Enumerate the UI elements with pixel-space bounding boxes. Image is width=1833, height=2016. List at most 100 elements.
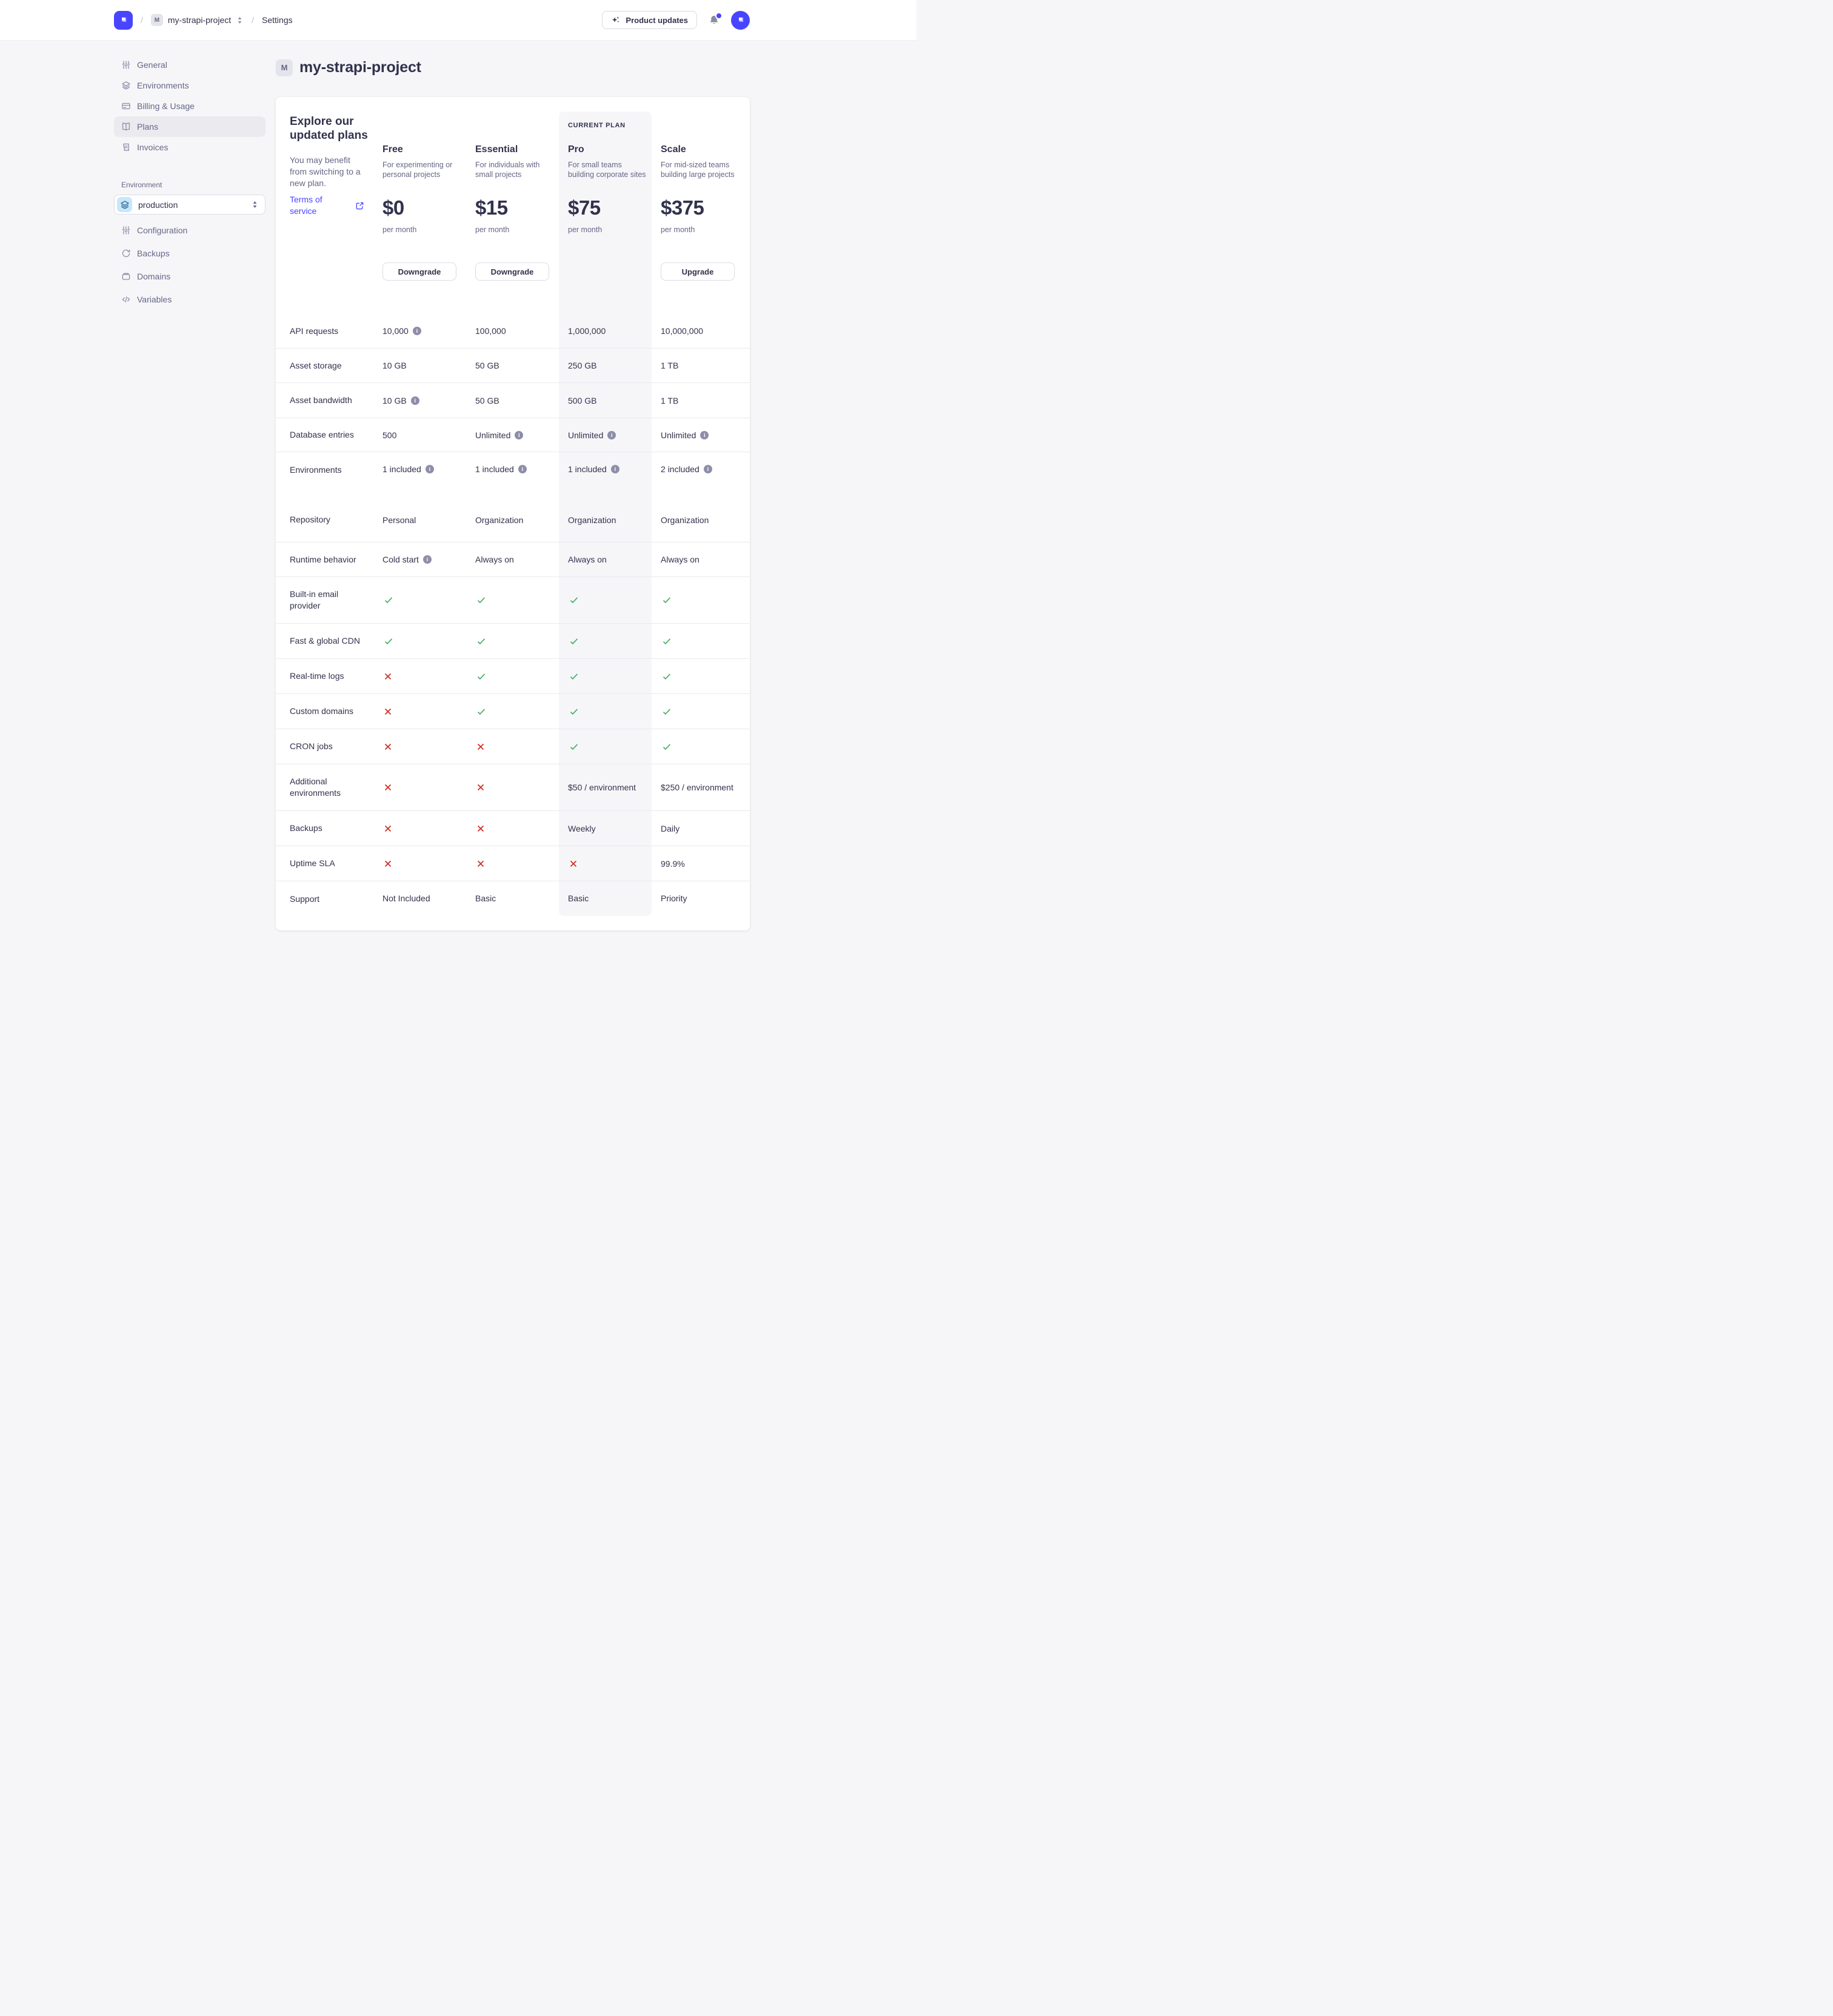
sidebar-item-billing-usage[interactable]: Billing & Usage [114,96,265,116]
plan-column-pro: Pro For small teams building corporate s… [568,97,661,298]
feature-cell [568,706,661,718]
project-initial-badge-large: M [276,59,293,76]
plan-description: For experimenting or personal projects [382,161,453,179]
feature-cell: 10,000 [382,326,475,336]
plans-intro: Explore our updated plans You may benefi… [290,97,382,298]
feature-row-backups: Backups Weekly Daily [276,811,750,846]
feature-value: 1 included [568,464,607,474]
feature-cell: 1,000,000 [568,326,661,336]
feature-value: 10,000,000 [661,326,704,336]
check-icon [568,741,580,753]
feature-label: Asset storage [290,360,342,370]
cross-icon [382,706,393,717]
feature-cell: 2 included [661,464,750,474]
feature-cell [382,635,475,647]
feature-value: 1 included [382,464,421,474]
feature-value: 10 GB [382,395,407,406]
info-icon[interactable] [410,396,419,405]
downgrade-button-essential[interactable]: Downgrade [475,262,549,281]
feature-cell [661,594,750,606]
feature-value: 1 TB [661,395,679,406]
info-icon[interactable] [412,327,421,335]
feature-value: Weekly [568,823,596,833]
feature-label: Fast & global CDN [290,636,360,646]
feature-cell: Always on [568,555,661,564]
check-icon [475,635,487,647]
info-icon[interactable] [515,430,524,439]
breadcrumb-separator: / [141,15,143,25]
sorter-chevrons-icon [236,16,244,25]
external-link-icon [355,201,364,210]
sidebar-item-environments[interactable]: Environments [114,75,265,96]
feature-value: Organization [661,515,709,525]
folder-icon [121,272,131,281]
sidebar-item-plans[interactable]: Plans [114,116,265,137]
feature-cell: 500 GB [568,396,661,406]
sidebar-item-general[interactable]: General [114,55,265,75]
feature-cell: 1 included [382,464,475,474]
current-plan-label: CURRENT PLAN [568,122,626,129]
sidebar-project-nav: General Environments Billing & Usage Pla… [114,55,265,158]
downgrade-button-free[interactable]: Downgrade [382,262,456,281]
layers-icon [120,200,130,210]
feature-cell [661,670,750,683]
cross-icon [382,671,393,682]
feature-label: Real-time logs [290,671,344,681]
sidebar-item-configuration[interactable]: Configuration [114,219,265,242]
strapi-logo[interactable] [114,10,133,30]
terms-of-service-link[interactable]: Terms of service [290,194,381,217]
info-icon[interactable] [700,430,709,439]
feature-cell [475,706,568,718]
info-icon[interactable] [607,430,616,439]
notifications-button[interactable] [707,12,723,27]
feature-cell [382,741,475,752]
feature-row-runtime-behavior: Runtime behavior Cold start Always on Alwa… [276,542,750,577]
user-avatar[interactable] [731,10,750,30]
feature-row-environments: Environments 1 included 1 included 1 inclu… [276,452,750,498]
check-icon [382,635,395,647]
sidebar-item-domains[interactable]: Domains [114,265,265,288]
feature-cell [382,782,475,793]
feature-label: Backups [290,823,322,833]
info-icon[interactable] [703,465,712,473]
feature-cell: Organization [661,515,750,525]
sidebar-item-invoices[interactable]: Invoices [114,137,265,158]
info-icon[interactable] [422,555,432,564]
sidebar-item-backups[interactable]: Backups [114,242,265,265]
feature-cell: Unlimited [661,430,750,440]
sidebar-item-variables[interactable]: Variables [114,288,265,311]
info-icon[interactable] [425,465,434,473]
cross-icon [382,782,393,793]
project-title: my-strapi-project [299,59,421,76]
feature-row-asset-bandwidth: Asset bandwidth 10 GB 50 GB 500 GB 1 TB [276,383,750,418]
breadcrumb-settings[interactable]: Settings [262,15,293,25]
plan-price: $375 [661,196,704,219]
feature-value: Unlimited [661,430,696,440]
environment-select[interactable]: production [114,195,265,215]
sparkles-icon [611,16,620,25]
feature-value: Basic [475,893,496,903]
upgrade-button-scale[interactable]: Upgrade [661,262,735,281]
cross-icon [568,858,579,869]
sliders-icon [121,225,131,235]
sliders-icon [121,60,131,70]
plan-name: Free [382,144,403,155]
feature-value: Always on [661,555,699,564]
breadcrumb-project-selector[interactable]: M my-strapi-project [150,14,244,26]
plan-period: per month [382,225,417,234]
feature-cell [661,741,750,753]
check-icon [382,594,395,606]
feature-row-custom-domains: Custom domains [276,694,750,729]
info-icon[interactable] [610,465,619,473]
product-updates-button[interactable]: Product updates [602,11,697,29]
feature-cell: 1 TB [661,396,750,406]
feature-value: 1 included [475,464,514,474]
feature-value: Organization [475,515,524,525]
feature-cell [661,706,750,718]
strapi-logo-icon [118,15,129,25]
info-icon[interactable] [518,465,527,473]
feature-cell [568,741,661,753]
strapi-avatar-icon [735,15,746,25]
feature-label: Runtime behavior [290,554,356,564]
feature-cell [382,858,475,869]
